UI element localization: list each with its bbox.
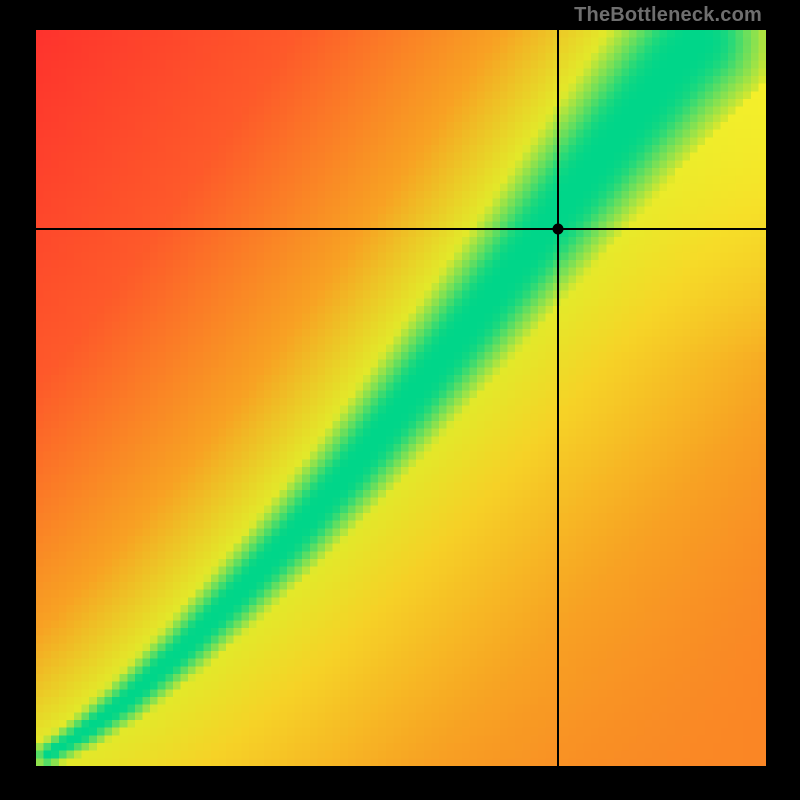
crosshair-horizontal — [36, 228, 766, 230]
crosshair-vertical — [557, 30, 559, 766]
watermark: TheBottleneck.com — [574, 4, 762, 27]
bottleneck-heatmap — [36, 30, 766, 766]
crosshair-marker — [552, 223, 563, 234]
chart-container: TheBottleneck.com — [0, 0, 800, 800]
